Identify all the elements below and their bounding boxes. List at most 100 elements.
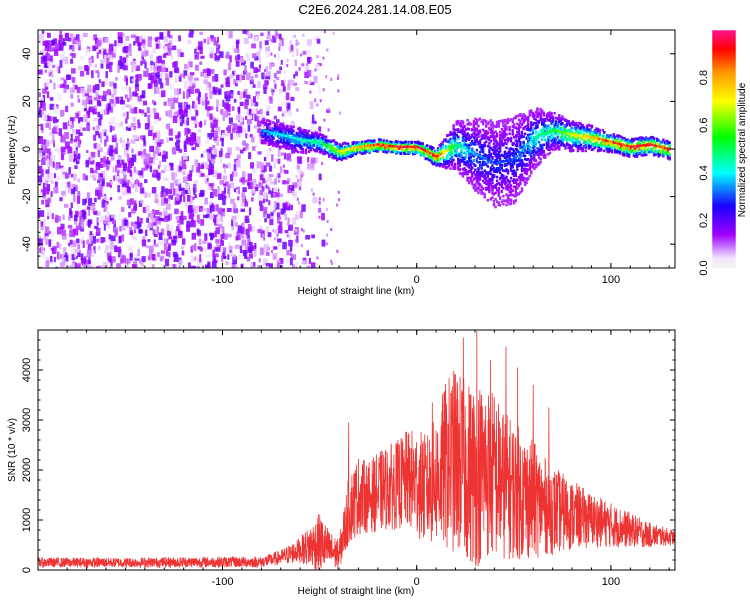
spectrogram-noise-cell bbox=[39, 180, 42, 186]
spectrogram-signal-cell bbox=[429, 159, 432, 162]
spectrogram-noise-cell bbox=[50, 154, 56, 161]
spectrogram-noise-cell bbox=[179, 121, 183, 127]
spectrogram-noise-cell bbox=[161, 170, 166, 174]
spectrogram-ridge-core bbox=[287, 135, 291, 138]
spectrogram-noise-cell bbox=[202, 68, 208, 74]
spectrogram-noise-cell bbox=[147, 239, 151, 243]
spectrogram-signal-cell bbox=[426, 147, 429, 150]
spectrogram-signal-cell bbox=[430, 161, 434, 164]
spectrogram-noise-cell bbox=[105, 216, 110, 222]
spectrogram-noise-cell bbox=[154, 193, 159, 199]
spectrogram-signal-cell bbox=[485, 186, 488, 190]
spectrogram-signal-cell bbox=[528, 166, 531, 170]
spectrogram-signal-cell bbox=[362, 143, 365, 146]
spectrogram-signal-cell bbox=[508, 162, 511, 165]
spectrogram-signal-cell bbox=[494, 138, 497, 142]
spectrogram-noise-cell bbox=[269, 148, 272, 151]
spectrogram-noise-cell bbox=[213, 147, 217, 155]
spectrogram-noise-cell bbox=[110, 258, 113, 267]
spectrogram-signal-cell bbox=[466, 132, 469, 135]
spectrogram-noise-cell bbox=[45, 260, 50, 268]
spectrogram-noise-cell bbox=[121, 219, 125, 227]
spectrogram-signal-cell bbox=[429, 145, 432, 148]
spectrogram-signal-cell bbox=[365, 150, 368, 153]
spectrogram-noise-cell bbox=[93, 97, 98, 101]
spectrogram-ridge-core bbox=[398, 145, 401, 148]
spectrogram-noise-cell bbox=[95, 163, 101, 170]
spectrogram-signal-cell bbox=[520, 187, 524, 190]
spectrogram-signal-cell bbox=[495, 160, 499, 163]
spectrogram-noise-cell bbox=[174, 61, 178, 68]
spectrogram-signal-cell bbox=[482, 121, 485, 124]
spectrogram-noise-cell bbox=[270, 88, 273, 92]
spectrogram-signal-cell bbox=[537, 148, 541, 151]
spectrogram-signal-cell bbox=[542, 126, 545, 130]
spectrogram-signal-cell bbox=[499, 203, 502, 207]
spectrogram-noise-cell bbox=[321, 239, 326, 247]
spectrogram-ridge-core bbox=[373, 143, 376, 147]
spectrogram-signal-cell bbox=[495, 200, 499, 203]
spectrogram-signal-cell bbox=[315, 149, 319, 153]
spectrogram-signal-cell bbox=[485, 129, 488, 133]
spectrogram-signal-cell bbox=[509, 169, 513, 172]
spectrogram-noise-cell bbox=[235, 61, 240, 67]
spectrogram-noise-cell bbox=[174, 208, 179, 215]
spectrogram-noise-cell bbox=[225, 132, 229, 137]
spectrogram-noise-cell bbox=[208, 106, 214, 111]
spectrogram-noise-cell bbox=[73, 248, 78, 253]
spectrogram-noise-cell bbox=[111, 149, 116, 153]
spectrogram-noise-cell bbox=[129, 182, 133, 188]
spectrogram-noise-cell bbox=[289, 185, 292, 189]
spectrogram-signal-cell bbox=[523, 147, 527, 151]
spectrogram-signal-cell bbox=[483, 181, 486, 185]
spectrogram-signal-cell bbox=[483, 169, 486, 173]
spectrogram-signal-cell bbox=[300, 147, 303, 150]
spectrogram-noise-cell bbox=[47, 152, 51, 158]
spectrogram-ridge-core bbox=[421, 147, 424, 151]
spectrogram-signal-cell bbox=[368, 139, 371, 143]
spectrogram-noise-cell bbox=[232, 262, 235, 268]
spectrogram-signal-cell bbox=[491, 122, 494, 125]
spectrogram-noise-cell bbox=[278, 46, 281, 51]
spectrogram-noise-cell bbox=[157, 55, 162, 64]
spectrogram-signal-cell bbox=[480, 144, 483, 147]
spectrogram-noise-cell bbox=[280, 59, 283, 65]
spectrogram-noise-cell bbox=[311, 123, 314, 131]
spectrogram-ridge-core bbox=[523, 146, 527, 149]
spectrogram-noise-cell bbox=[266, 213, 271, 219]
spectrogram-signal-cell bbox=[468, 137, 471, 141]
spectrogram-signal-cell bbox=[337, 145, 340, 149]
spectrogram-noise-cell bbox=[134, 93, 139, 97]
spectrogram-ridge-core bbox=[452, 145, 455, 148]
spectrogram-noise-cell bbox=[222, 99, 225, 107]
spectrogram-noise-cell bbox=[233, 188, 238, 193]
spectrogram-noise-cell bbox=[200, 55, 205, 59]
spectrogram-noise-cell bbox=[70, 58, 74, 64]
spectrogram-noise-cell bbox=[70, 138, 73, 144]
spectrogram-noise-cell bbox=[227, 190, 231, 198]
spectrogram-signal-cell bbox=[449, 153, 452, 157]
spectrogram-noise-cell bbox=[311, 234, 315, 239]
spectrogram-signal-cell bbox=[534, 118, 538, 121]
spectrogram-noise-cell bbox=[135, 178, 139, 185]
spectrogram-noise-cell bbox=[78, 34, 83, 42]
spectrogram-noise-cell bbox=[286, 259, 290, 264]
spectrogram-signal-cell bbox=[491, 173, 494, 177]
spectrogram-noise-cell bbox=[312, 192, 315, 196]
spectrogram-signal-cell bbox=[463, 162, 466, 166]
spectrogram-signal-cell bbox=[536, 137, 539, 140]
spectrogram-signal-cell bbox=[499, 196, 502, 199]
spectrogram-signal-cell bbox=[527, 127, 530, 130]
spectrogram-signal-cell bbox=[530, 121, 533, 124]
spectrogram-noise-cell bbox=[215, 227, 220, 235]
spectrogram-signal-cell bbox=[494, 186, 497, 189]
spectrogram-signal-cell bbox=[348, 152, 351, 156]
spectrogram-noise-cell bbox=[75, 225, 81, 231]
spectrogram-noise-cell bbox=[210, 35, 214, 40]
spectrogram-signal-cell bbox=[506, 183, 510, 187]
spectrogram-noise-cell bbox=[243, 235, 247, 243]
spectrogram-signal-cell bbox=[427, 155, 430, 158]
spectrogram-noise-cell bbox=[108, 255, 112, 263]
spectrogram-noise-cell bbox=[107, 89, 111, 95]
